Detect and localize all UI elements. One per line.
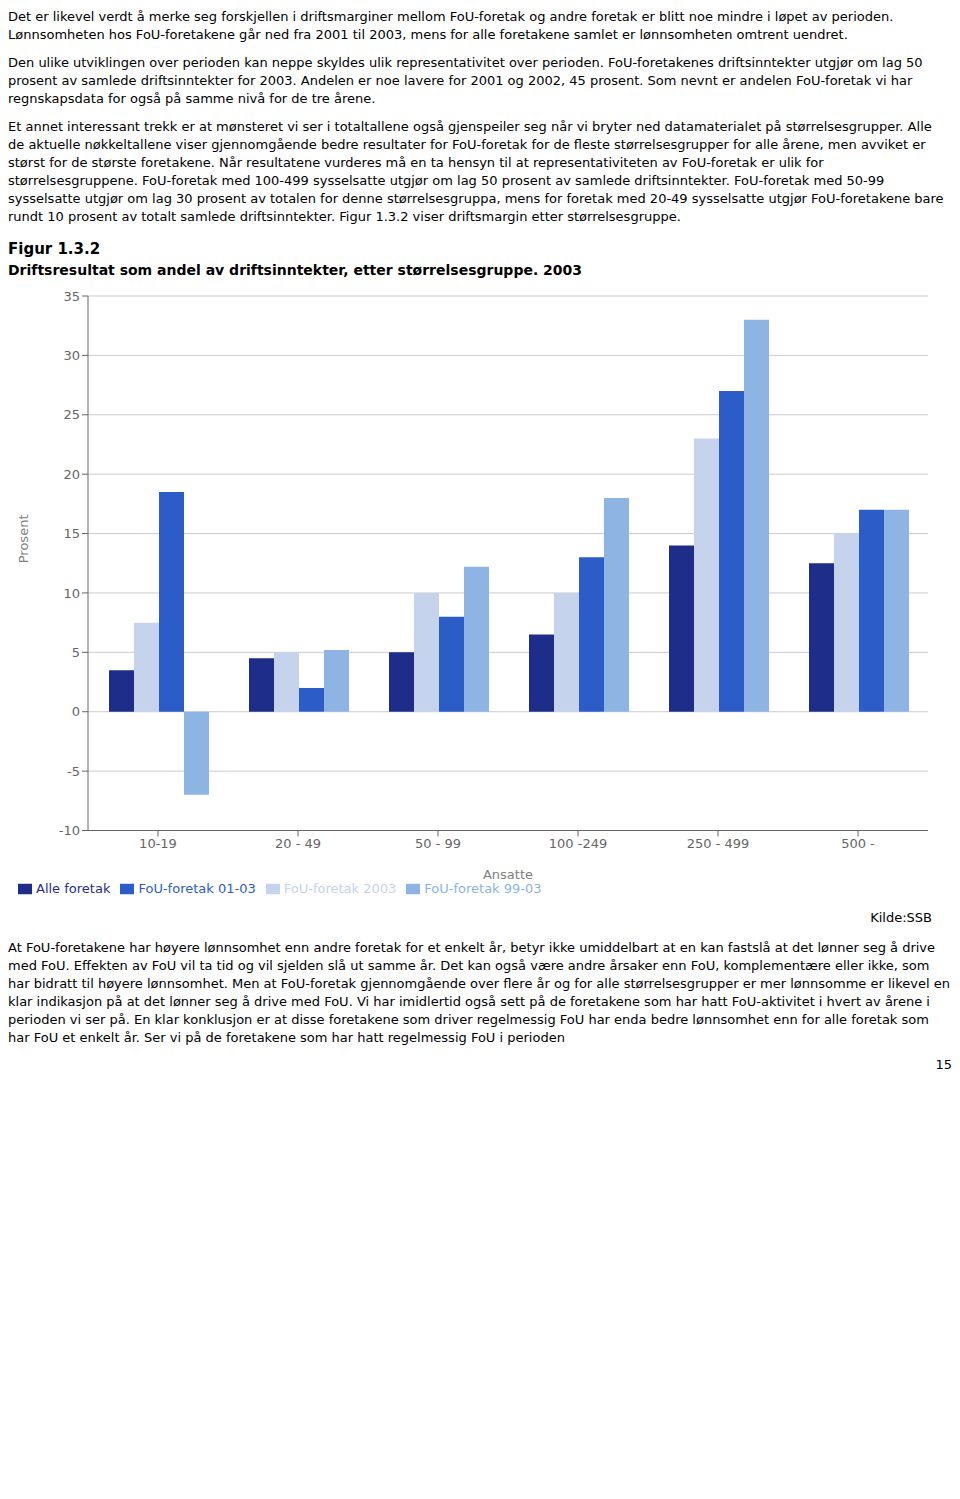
svg-text:20: 20 — [63, 467, 80, 482]
svg-text:10-19: 10-19 — [139, 836, 177, 851]
svg-text:Ansatte: Ansatte — [483, 867, 533, 882]
svg-text:-5: -5 — [67, 764, 80, 779]
svg-text:35: 35 — [63, 289, 80, 304]
svg-text:500 -: 500 - — [841, 836, 875, 851]
svg-text:100 -249: 100 -249 — [549, 836, 607, 851]
svg-text:10: 10 — [63, 586, 80, 601]
svg-text:Prosent: Prosent — [16, 515, 31, 564]
svg-text:250 - 499: 250 - 499 — [687, 836, 750, 851]
html-text:Den ulike utviklingen over per: Den ulike utviklingen over perioden kan … — [8, 55, 923, 106]
svg-text:30: 30 — [63, 348, 80, 363]
html-text:Kilde:SSB: Kilde:SSB — [870, 910, 932, 925]
svg-text:0: 0 — [72, 704, 80, 719]
svg-text:5: 5 — [72, 645, 80, 660]
svg-text:20 - 49: 20 - 49 — [275, 836, 321, 851]
html-text:Et annet interessant trekk er: Et annet interessant trekk er at mønster… — [8, 119, 944, 224]
svg-text:-10: -10 — [59, 823, 80, 838]
html-text:Figur 1.3.2: Figur 1.3.2 — [8, 240, 101, 258]
html-text:FoU-foretak 2003: FoU-foretak 2003 — [283, 880, 397, 896]
html-text:Det er likevel verdt å merke s: Det er likevel verdt å merke seg forskje… — [8, 9, 894, 42]
html-text:At FoU-foretakene har høyere l: At FoU-foretakene har høyere lønnsomhet … — [8, 940, 950, 1045]
html-text:Driftsresultat som andel av dr: Driftsresultat som andel av driftsinntek… — [8, 262, 583, 278]
svg-text:50 - 99: 50 - 99 — [415, 836, 461, 851]
html-text:FoU-foretak 99-03: FoU-foretak 99-03 — [424, 880, 542, 896]
svg-text:25: 25 — [63, 407, 80, 422]
html-text:15: 15 — [935, 1057, 952, 1072]
html-text:FoU-foretak 01-03: FoU-foretak 01-03 — [138, 880, 256, 896]
html-text:Alle foretak: Alle foretak — [36, 880, 111, 896]
svg-text:15: 15 — [63, 526, 80, 541]
